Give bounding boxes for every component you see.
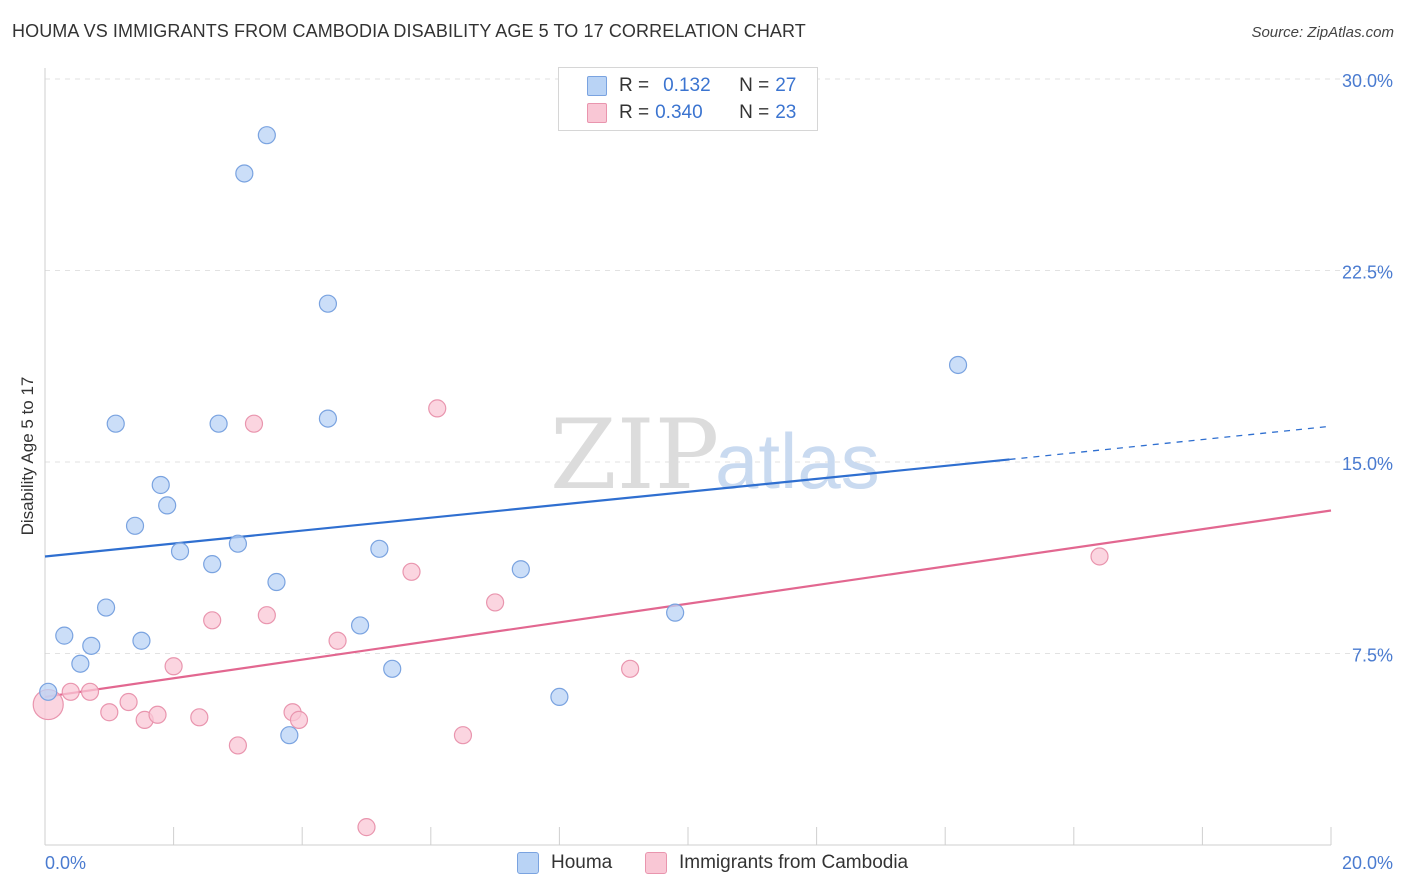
- point-cambodia: [80, 682, 100, 701]
- y-axis-label: Disability Age 5 to 17: [18, 377, 37, 536]
- point-houma: [948, 355, 968, 375]
- bottom-legend-swatch-houma: [517, 852, 539, 874]
- point-cambodia: [164, 657, 183, 676]
- point-houma: [280, 726, 299, 745]
- point-houma: [267, 572, 286, 592]
- point-cambodia: [357, 818, 376, 837]
- legend-row-cambodia: R = 0.340 N = 23: [587, 100, 796, 126]
- legend-r-label: R =: [619, 102, 650, 123]
- point-houma: [370, 539, 389, 558]
- point-cambodia: [428, 399, 447, 418]
- point-layer: [32, 126, 1109, 837]
- bottom-legend-label: Immigrants from Cambodia: [679, 852, 909, 873]
- source-label: Source: ZipAtlas.com: [1251, 24, 1394, 41]
- point-houma: [55, 626, 74, 645]
- point-houma: [203, 555, 222, 574]
- point-cambodia: [119, 692, 138, 712]
- axis-layer: 7.5% 15.0% 22.5% 30.0% 0.0% 20.0%: [44, 68, 1393, 873]
- point-houma: [257, 126, 276, 145]
- legend-r-value: 0.340: [655, 102, 703, 123]
- trend-line-cambodia: [44, 509, 1332, 698]
- point-houma: [82, 636, 101, 655]
- legend-n-label: N =: [739, 102, 770, 123]
- bottom-legend-label: Houma: [551, 852, 613, 873]
- legend-swatch-cambodia: [587, 103, 607, 123]
- point-houma: [96, 598, 116, 617]
- point-houma: [132, 631, 151, 650]
- point-houma: [318, 294, 338, 313]
- point-cambodia: [203, 611, 222, 630]
- point-cambodia: [289, 710, 309, 729]
- legend-r-label: R =: [619, 75, 650, 96]
- trend-line-houma-projection: [1009, 425, 1332, 461]
- y-tick-label: 7.5%: [1352, 646, 1393, 666]
- trend-line-houma: [44, 458, 1010, 558]
- y-tick-label: 22.5%: [1342, 263, 1393, 283]
- point-cambodia: [1090, 547, 1109, 566]
- watermark-atlas: atlas: [715, 417, 880, 505]
- legend-swatch-houma: [587, 76, 607, 96]
- legend-r-value: 0.132: [663, 75, 711, 96]
- point-houma: [151, 475, 170, 495]
- bottom-legend-houma: Houma: [517, 852, 612, 874]
- bottom-legend-cambodia: Immigrants from Cambodia: [645, 852, 908, 874]
- point-cambodia: [100, 703, 119, 722]
- point-houma: [350, 616, 370, 635]
- point-cambodia: [453, 726, 473, 745]
- watermark: ZIP atlas: [550, 399, 880, 511]
- point-cambodia: [61, 682, 80, 701]
- point-houma: [511, 560, 530, 579]
- legend-n-value: 27: [775, 75, 797, 96]
- y-tick-label: 15.0%: [1342, 454, 1393, 474]
- point-houma: [71, 654, 90, 673]
- legend-n-value: 23: [775, 102, 797, 123]
- legend: R = 0.132 N = 27 R = 0.340 N = 23: [558, 67, 818, 131]
- x-tick-label-max: 20.0%: [1342, 853, 1393, 873]
- point-cambodia: [228, 736, 247, 755]
- x-tick-label-min: 0.0%: [45, 853, 86, 873]
- point-cambodia: [621, 659, 640, 678]
- bottom-legend: Houma Immigrants from Cambodia: [0, 852, 1406, 878]
- point-cambodia: [402, 562, 421, 581]
- point-houma: [209, 414, 228, 433]
- point-cambodia: [244, 414, 264, 433]
- point-cambodia: [190, 708, 209, 727]
- point-houma: [170, 542, 190, 561]
- point-houma: [318, 409, 338, 428]
- y-tick-label: 30.0%: [1342, 71, 1393, 91]
- trend-layer: [44, 425, 1332, 698]
- point-houma: [158, 496, 177, 515]
- point-houma: [383, 659, 402, 678]
- point-houma: [235, 164, 254, 183]
- point-houma: [106, 414, 125, 433]
- point-houma: [125, 516, 145, 535]
- point-cambodia: [486, 593, 505, 612]
- point-cambodia: [328, 631, 347, 650]
- chart-title: HOUMA VS IMMIGRANTS FROM CAMBODIA DISABI…: [12, 21, 806, 41]
- point-cambodia: [257, 606, 276, 625]
- legend-n-label: N =: [739, 75, 770, 96]
- point-houma: [39, 682, 58, 701]
- point-cambodia: [148, 705, 167, 724]
- bottom-legend-swatch-cambodia: [645, 852, 667, 874]
- point-houma: [666, 603, 685, 622]
- watermark-zip: ZIP: [550, 399, 719, 511]
- legend-row-houma: R = 0.132 N = 27: [587, 73, 796, 99]
- point-houma: [228, 534, 247, 553]
- point-houma: [550, 687, 569, 707]
